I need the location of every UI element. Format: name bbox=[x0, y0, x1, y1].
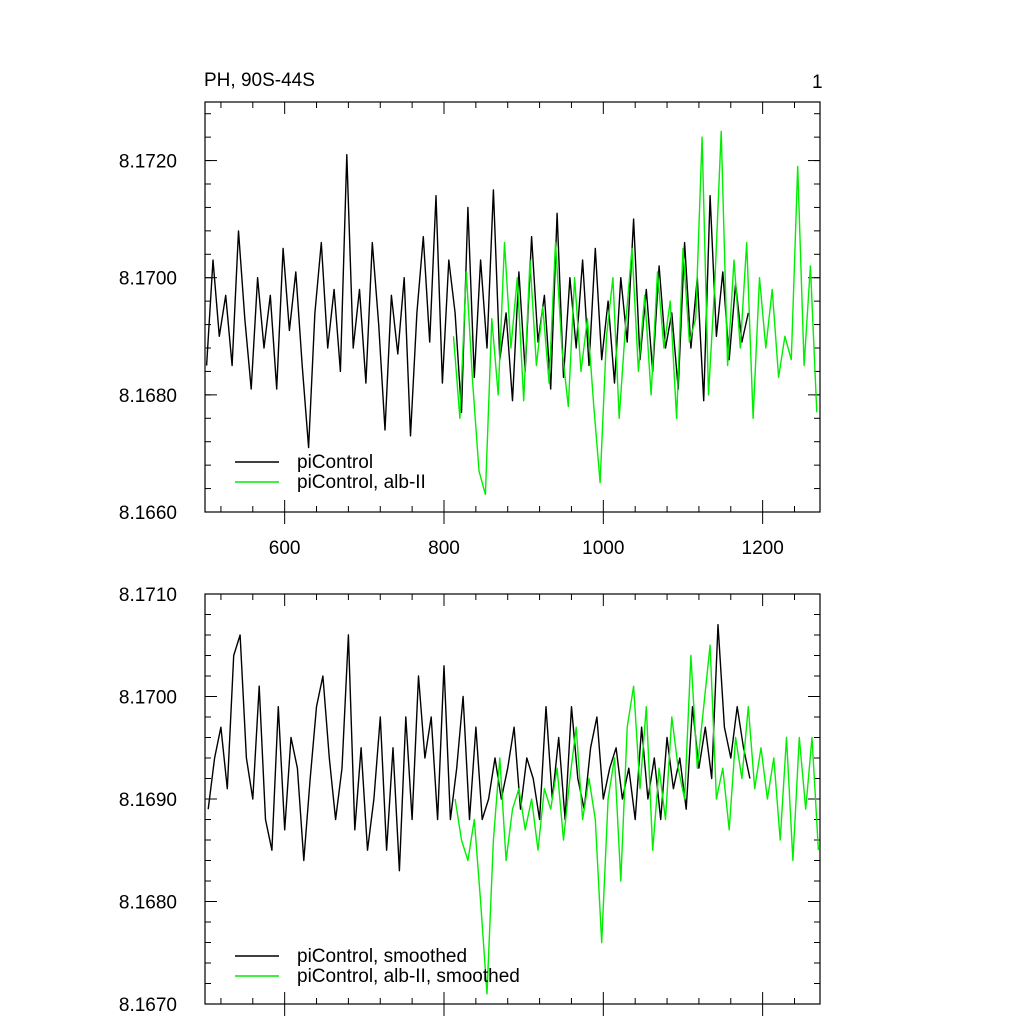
y-tick-label: 8.1720 bbox=[119, 152, 177, 173]
legend-label: piControl bbox=[297, 452, 373, 473]
x-tick-label: 800 bbox=[428, 538, 460, 559]
x-tick-label: 1000 bbox=[582, 538, 624, 559]
plot-frame bbox=[204, 593, 821, 1005]
x-tick-label: 600 bbox=[269, 538, 301, 559]
y-tick-label: 8.1680 bbox=[119, 893, 177, 914]
top-panel: 600 800 1000 1200 8.1660 8.1680 8.1700 8.1720 pi… bbox=[119, 101, 821, 559]
y-tick-label: 8.1690 bbox=[119, 790, 177, 811]
series-line-alb-ii bbox=[454, 644, 820, 995]
legend-label: piControl, alb-II bbox=[297, 472, 426, 493]
chart-title: PH, 90S-44S bbox=[204, 70, 315, 91]
legend-label: piControl, smoothed bbox=[297, 946, 467, 967]
y-tick-label: 8.1670 bbox=[119, 995, 177, 1016]
plot-frame bbox=[204, 101, 821, 513]
y-tick-label: 8.1700 bbox=[119, 688, 177, 709]
series-line-picontrol bbox=[205, 153, 749, 449]
series-line-picontrol bbox=[207, 624, 751, 872]
y-tick-label: 8.1700 bbox=[119, 269, 177, 290]
y-tick-label: 8.1710 bbox=[119, 585, 177, 606]
series-line-alb-ii bbox=[452, 130, 818, 496]
legend-label: piControl, alb-II, smoothed bbox=[297, 966, 520, 987]
y-tick-label: 8.1680 bbox=[119, 386, 177, 407]
bottom-panel: 8.1670 8.1680 8.1690 8.1700 8.1710 piControl,… bbox=[119, 585, 821, 1016]
x-tick-label: 1200 bbox=[742, 538, 784, 559]
y-tick-label: 8.1660 bbox=[119, 503, 177, 524]
panel-number: 1 bbox=[812, 72, 823, 93]
